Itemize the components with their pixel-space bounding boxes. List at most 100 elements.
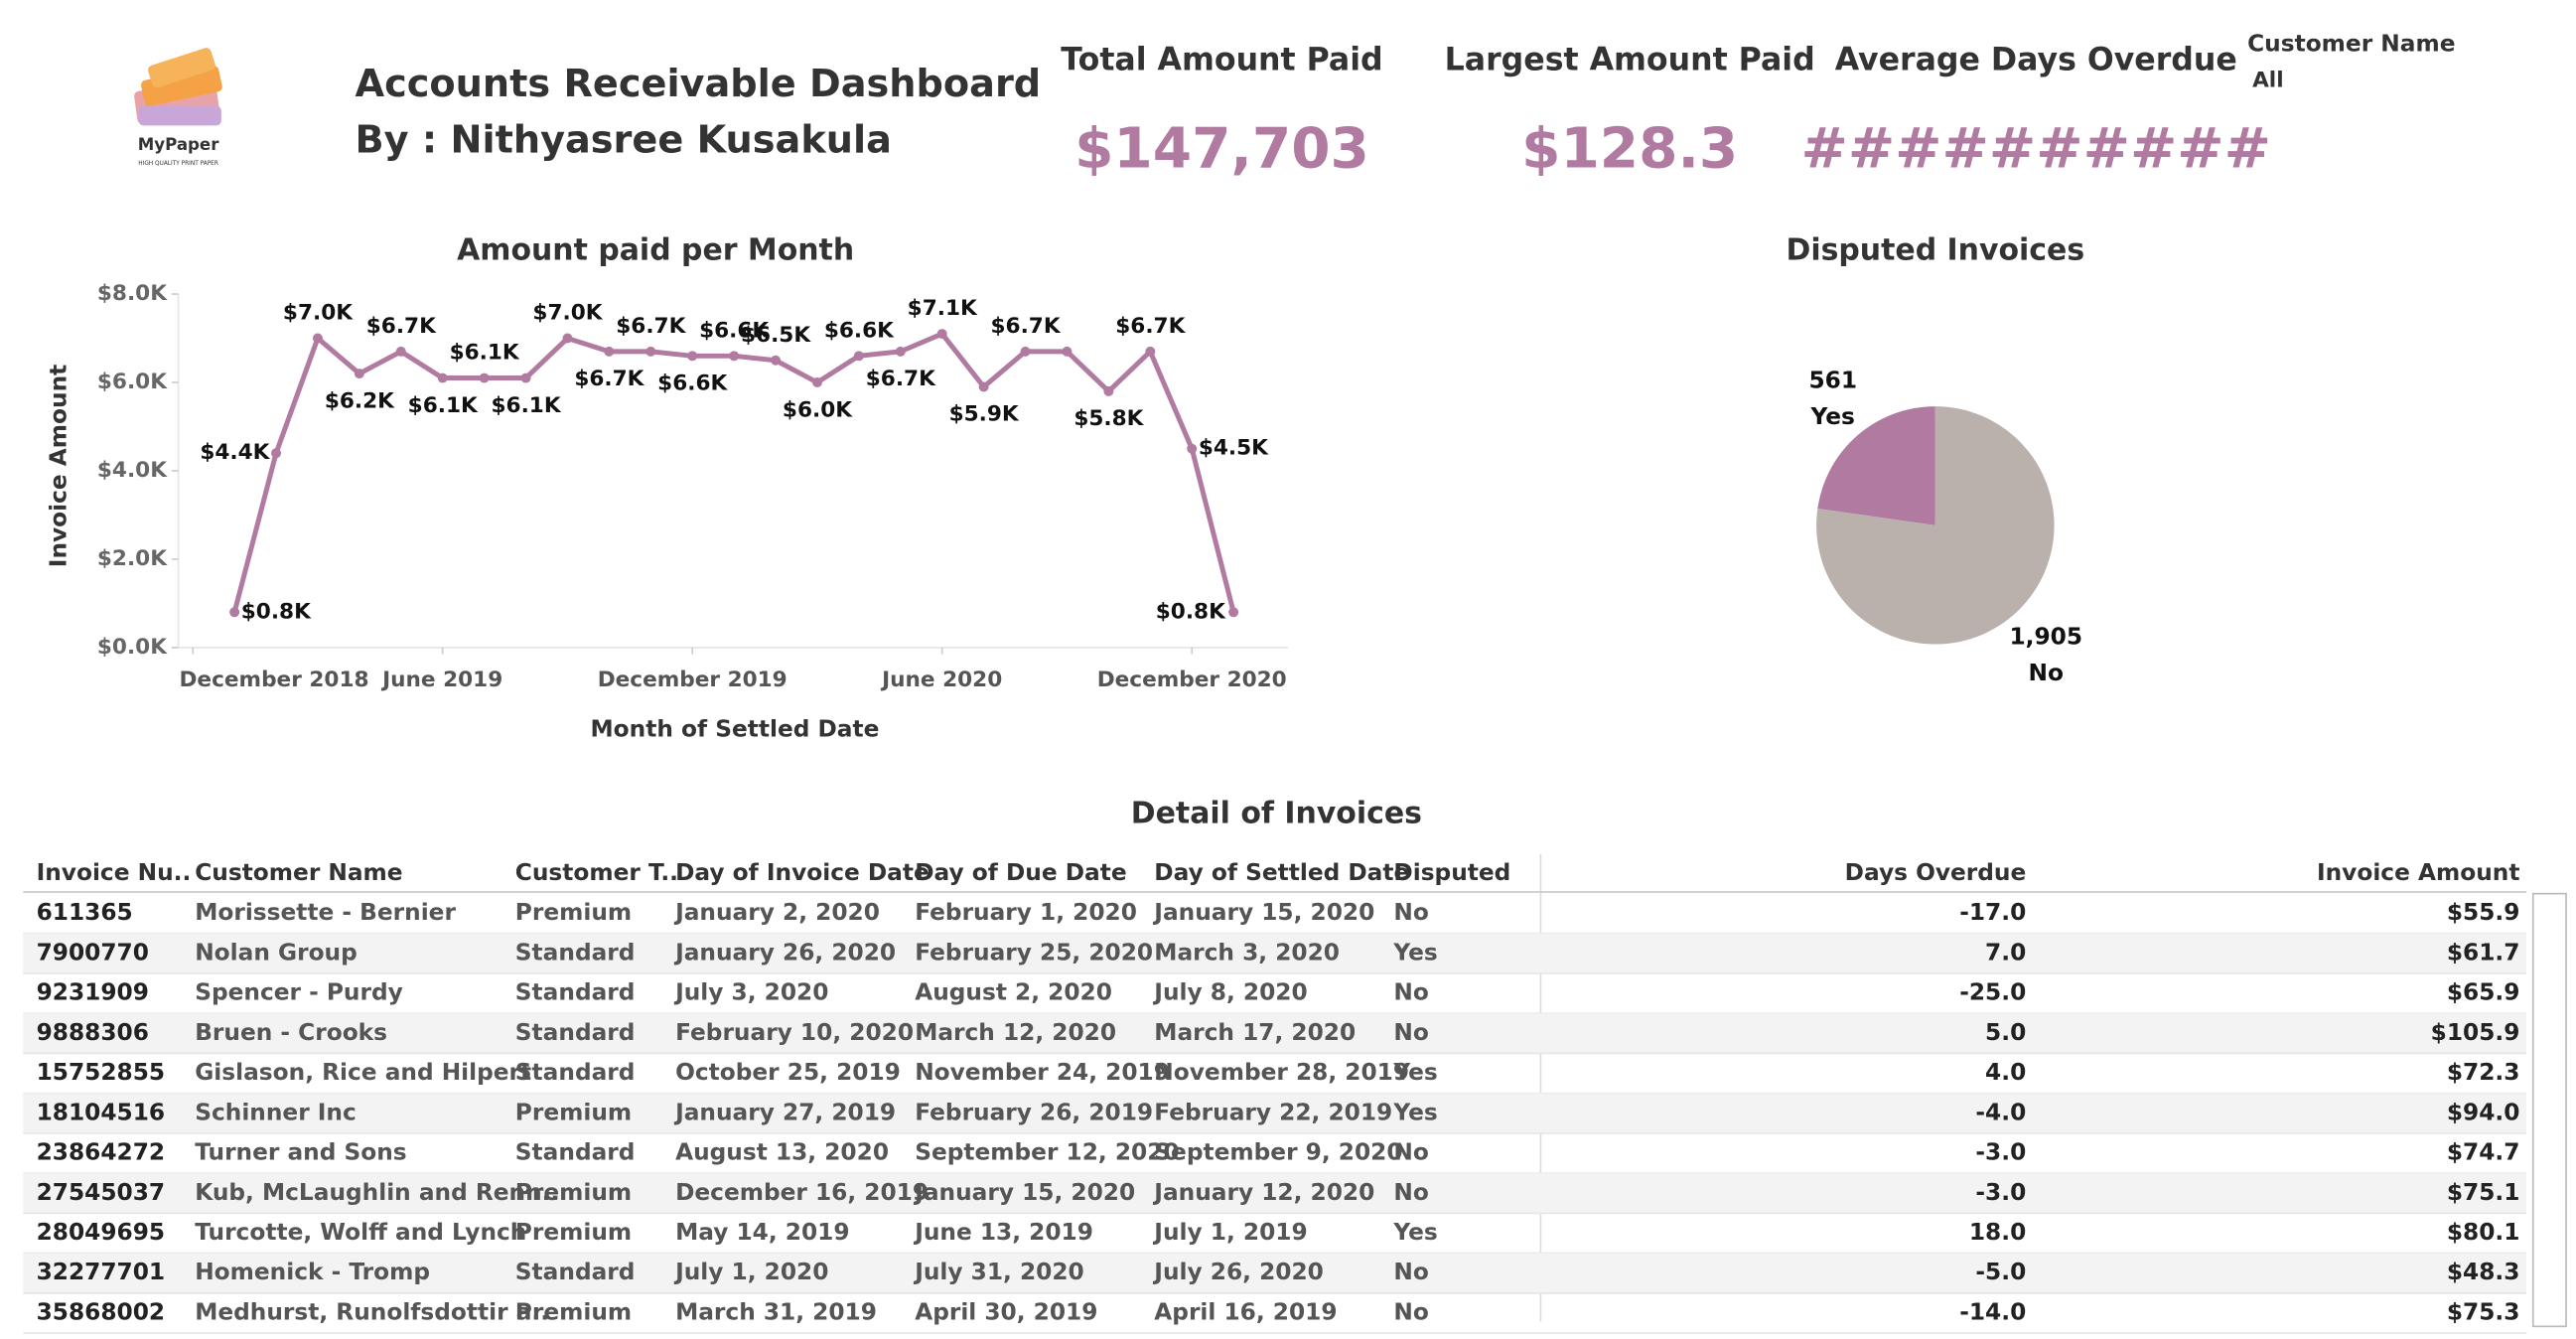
- data-label: $6.6K: [657, 372, 728, 396]
- table-cell: January 2, 2020: [673, 899, 880, 926]
- column-header: Day of Invoice Date: [675, 859, 930, 886]
- table-cell: No: [1393, 899, 1428, 926]
- table-cell: March 31, 2019: [675, 1299, 877, 1326]
- table-title: Detail of Invoices: [1131, 796, 1422, 830]
- table-cell: Nolan Group: [195, 939, 358, 966]
- column-header: Customer T..: [515, 859, 678, 886]
- y-tick-label: $4.0K: [97, 458, 168, 483]
- table-cell: September 9, 2020: [1154, 1139, 1402, 1166]
- table-cell: Yes: [1392, 1059, 1437, 1086]
- table-cell: January 15, 2020: [1152, 899, 1374, 926]
- data-label: $5.8K: [1073, 406, 1144, 431]
- x-tick-label: December 2018: [180, 668, 369, 692]
- table-cell: July 31, 2020: [913, 1259, 1084, 1285]
- table-cell: $55.9: [2447, 899, 2520, 926]
- scroll-bar: [2531, 892, 2567, 1328]
- table-cell: Morissette - Bernier: [195, 899, 456, 926]
- data-label: $4.4K: [200, 440, 270, 465]
- table-cell: March 17, 2020: [1154, 1019, 1356, 1046]
- table-cell: Premium: [515, 899, 632, 926]
- column-header: Invoice Nu..: [37, 859, 192, 886]
- kpi-value: ##########: [1800, 117, 2271, 182]
- kpi-label: Total Amount Paid: [1061, 43, 1382, 78]
- logo: MyPaper HIGH QUALITY PRINT PAPER: [134, 48, 222, 167]
- table-cell: 611365: [37, 899, 133, 926]
- point: [1062, 346, 1073, 357]
- table-cell: $48.3: [2447, 1259, 2520, 1285]
- table-cell: 18104516: [37, 1099, 166, 1125]
- table-cell: Homenick - Tromp: [195, 1259, 430, 1285]
- y-tick-label: $6.0K: [97, 370, 168, 394]
- logo-name: MyPaper: [138, 135, 219, 154]
- point: [229, 607, 240, 618]
- data-label: $6.6K: [824, 318, 895, 343]
- point: [395, 346, 406, 357]
- data-label: $7.1K: [908, 296, 978, 321]
- point: [853, 351, 864, 362]
- table-cell: No: [1393, 1259, 1428, 1285]
- row-band: [23, 1013, 2527, 1054]
- data-label: $0.8K: [1156, 599, 1226, 624]
- table-cell: Schinner Inc: [195, 1099, 357, 1125]
- table-cell: Premium: [515, 1219, 632, 1246]
- table-cell: February 10, 2020: [675, 1019, 914, 1046]
- table-cell: Yes: [1392, 1099, 1437, 1125]
- table-cell: No: [1393, 1299, 1428, 1326]
- table-cell: 15752855: [37, 1059, 166, 1086]
- table-cell: July 26, 2020: [1152, 1259, 1324, 1285]
- table-cell: 9888306: [37, 1019, 149, 1046]
- data-label: $6.7K: [866, 367, 936, 391]
- line-series: [231, 331, 1236, 613]
- point: [895, 346, 906, 357]
- point: [354, 369, 364, 379]
- point: [312, 333, 323, 344]
- point: [1103, 385, 1114, 396]
- table-cell: -3.0: [1975, 1139, 2026, 1166]
- column-header: Day of Settled Date: [1154, 859, 1409, 886]
- pie-slice: [1817, 406, 1935, 525]
- point: [771, 355, 782, 366]
- data-label: $6.1K: [450, 341, 520, 366]
- table-cell: Standard: [515, 1139, 636, 1166]
- kpi-value: $147,703: [1074, 117, 1369, 182]
- table-cell: March 3, 2020: [1154, 939, 1340, 966]
- table-cell: 27545037: [37, 1179, 166, 1206]
- table-cell: July 3, 2020: [673, 979, 828, 1006]
- table-cell: Premium: [515, 1099, 632, 1125]
- table-cell: $65.9: [2447, 979, 2520, 1006]
- table-cell: Premium: [515, 1299, 632, 1326]
- table-cell: July 1, 2019: [1152, 1219, 1307, 1246]
- table-cell: Yes: [1392, 939, 1437, 966]
- kpi-label: Average Days Overdue: [1835, 43, 2237, 78]
- table-cell: 7900770: [37, 939, 149, 966]
- table-cell: Turner and Sons: [195, 1139, 406, 1166]
- kpi-value: $128.3: [1521, 117, 1738, 182]
- table-cell: January 12, 2020: [1152, 1179, 1374, 1206]
- table-cell: Kub, McLaughlin and Renn..: [195, 1179, 559, 1206]
- slice-value: 1,905: [2009, 623, 2082, 650]
- table-cell: January 27, 2019: [673, 1099, 896, 1125]
- table-cell: $105.9: [2431, 1019, 2520, 1046]
- dashboard-title: Accounts Receivable Dashboard: [356, 63, 1042, 106]
- table-cell: $75.3: [2447, 1299, 2520, 1326]
- dashboard-author: By : Nithyasree Kusakula: [356, 119, 892, 163]
- point: [978, 381, 989, 392]
- table-cell: No: [1393, 1179, 1428, 1206]
- table-cell: January 15, 2020: [913, 1179, 1135, 1206]
- data-label: $0.8K: [241, 599, 312, 624]
- x-tick-label: June 2019: [380, 668, 502, 692]
- table-cell: January 26, 2020: [673, 939, 896, 966]
- point: [811, 377, 822, 387]
- chart-title: Amount paid per Month: [457, 232, 854, 267]
- table-cell: Spencer - Purdy: [195, 979, 403, 1006]
- table-cell: -25.0: [1959, 979, 2026, 1006]
- data-label: $5.9K: [949, 402, 1020, 427]
- point: [437, 372, 448, 383]
- x-tick-label: June 2020: [880, 668, 1002, 692]
- filter-value[interactable]: All: [2252, 69, 2284, 93]
- point: [729, 351, 740, 362]
- logo-tagline: HIGH QUALITY PRINT PAPER: [138, 161, 218, 167]
- slice-label: Yes: [1810, 403, 1855, 430]
- table-cell: Standard: [515, 1059, 636, 1086]
